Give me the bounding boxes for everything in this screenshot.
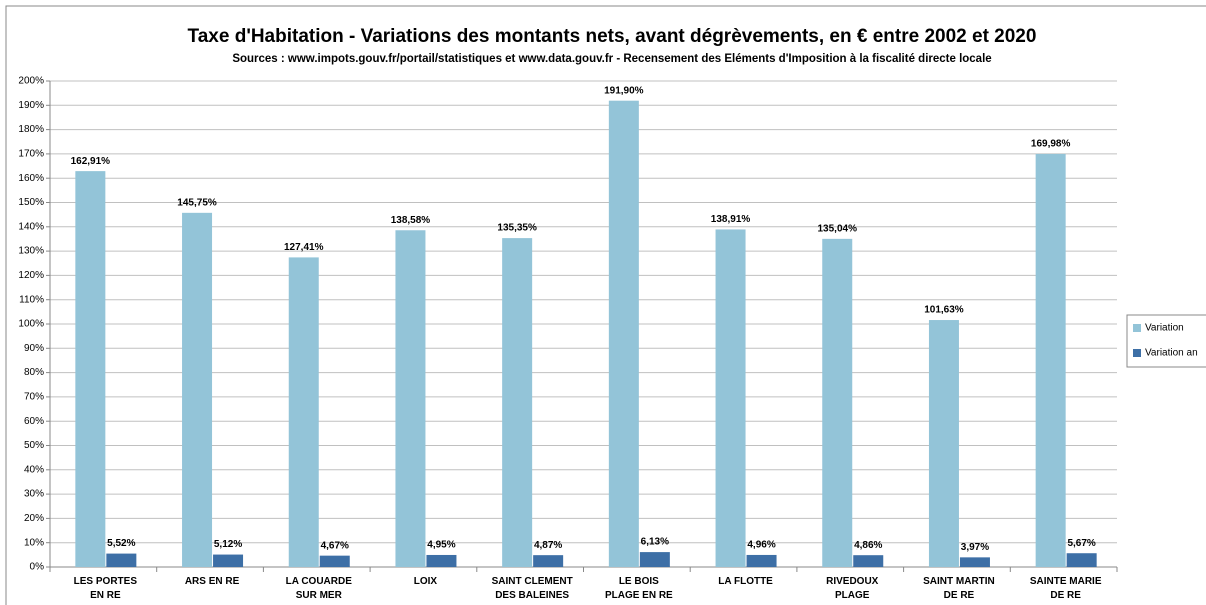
bar (1066, 553, 1097, 567)
y-tick-label: 60% (24, 416, 44, 427)
y-tick-label: 90% (24, 343, 44, 354)
y-tick-label: 20% (24, 513, 44, 524)
y-tick-label: 70% (24, 392, 44, 403)
value-label: 3,97% (961, 542, 989, 553)
y-tick-label: 50% (24, 440, 44, 451)
value-label: 127,41% (284, 242, 324, 253)
bar (715, 229, 746, 567)
value-label: 138,58% (391, 215, 431, 226)
value-label: 4,67% (321, 540, 349, 551)
legend-swatch (1133, 324, 1141, 332)
y-tick-label: 180% (18, 124, 44, 135)
value-label: 4,95% (427, 540, 455, 551)
y-tick-label: 0% (30, 562, 45, 573)
value-label: 5,12% (214, 539, 242, 550)
x-tick-label: SAINTE MARIE DE RE (1030, 576, 1102, 601)
bar (1035, 153, 1066, 567)
y-tick-label: 110% (19, 294, 44, 305)
x-tick-label: ARS EN RE (185, 576, 240, 587)
y-tick-label: 170% (18, 149, 44, 160)
y-tick-label: 190% (18, 100, 44, 111)
value-label: 169,98% (1031, 139, 1071, 150)
bar (959, 557, 990, 567)
value-label: 6,13% (641, 537, 669, 548)
x-tick-label: LA COUARDE SUR MER (286, 576, 353, 601)
value-label: 135,35% (497, 223, 537, 234)
y-tick-label: 100% (18, 319, 44, 330)
value-label: 4,87% (534, 540, 562, 551)
legend-label: Variation an (1145, 348, 1198, 359)
value-label: 4,86% (854, 540, 882, 551)
x-tick-label: LES PORTES EN RE (74, 576, 138, 601)
y-tick-label: 30% (24, 489, 44, 500)
value-label: 5,52% (107, 538, 135, 549)
y-tick-label: 80% (24, 367, 44, 378)
legend-box (1126, 314, 1206, 368)
bar (319, 555, 350, 567)
bar (608, 100, 639, 568)
legend-swatch (1133, 349, 1141, 357)
x-tick-label: RIVEDOUX PLAGE (826, 576, 879, 601)
chart-subtitle: Sources : www.impots.gouv.fr/portail/sta… (232, 53, 991, 65)
x-tick-label: LA FLOTTE (718, 576, 773, 587)
bar (822, 238, 853, 568)
bar (746, 554, 777, 567)
bar (853, 555, 884, 567)
y-tick-label: 120% (18, 270, 44, 281)
bar (502, 238, 533, 568)
bar (928, 320, 959, 567)
legend-label: Variation (1145, 323, 1184, 334)
value-label: 101,63% (924, 305, 964, 316)
value-label: 4,96% (747, 540, 775, 551)
bar (213, 554, 244, 567)
x-tick-label: SAINT CLEMENT DES BALEINES (492, 576, 573, 601)
value-label: 5,67% (1067, 538, 1095, 549)
x-tick-label: LE BOIS PLAGE EN RE (605, 576, 673, 601)
y-tick-label: 160% (18, 173, 44, 184)
x-tick-label: LOIX (414, 576, 438, 587)
y-tick-label: 40% (24, 464, 44, 475)
bar (288, 257, 319, 567)
value-label: 145,75% (177, 197, 217, 208)
bar (182, 212, 213, 567)
y-tick-label: 150% (18, 197, 44, 208)
bar (106, 553, 137, 567)
value-label: 191,90% (604, 85, 644, 96)
bar (533, 555, 564, 567)
bar (395, 230, 426, 567)
y-tick-label: 140% (18, 221, 44, 232)
value-label: 138,91% (711, 214, 751, 225)
y-tick-label: 200% (18, 76, 44, 87)
y-tick-label: 130% (18, 246, 44, 257)
y-tick-label: 10% (24, 537, 44, 548)
bar (426, 554, 457, 567)
chart-title: Taxe d'Habitation - Variations des monta… (188, 26, 1037, 47)
value-label: 135,04% (818, 223, 858, 234)
bar (75, 171, 106, 567)
value-label: 162,91% (71, 156, 111, 167)
x-tick-label: SAINT MARTIN DE RE (923, 576, 995, 601)
bar (639, 552, 670, 567)
